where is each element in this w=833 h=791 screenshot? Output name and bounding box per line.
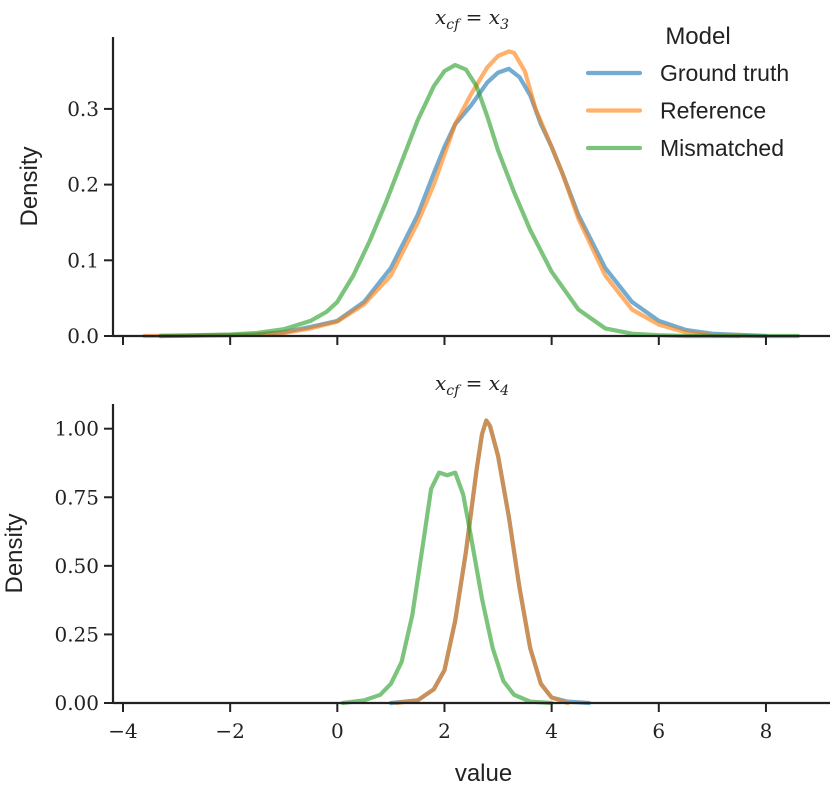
series-line-reference — [394, 418, 570, 706]
y-tick-label: 0.50 — [54, 554, 99, 578]
series-line-reference — [142, 49, 742, 339]
legend-label: Reference — [660, 98, 766, 124]
x-tick-label: −4 — [108, 719, 137, 743]
legend-title: Model — [665, 23, 730, 50]
x-tick-label: 4 — [545, 719, 558, 743]
y-tick-label: 0.3 — [67, 97, 99, 121]
x-tick-label: −2 — [215, 719, 244, 743]
panel-bottom: −4 −2 0 2 4 6 8 0.00 0.25 0.50 0.75 1.00 Density valu… — [1, 371, 830, 787]
legend-label: Ground truth — [660, 60, 789, 86]
legend-label: Mismatched — [660, 135, 784, 161]
x-axis-label: value — [455, 760, 512, 787]
series-line-mismatched — [158, 62, 801, 339]
y-tick-label: 0.1 — [67, 248, 99, 272]
y-tick-label: 0.75 — [54, 485, 99, 509]
panel-title: xcf = x3 — [435, 5, 509, 33]
x-tick-label: 0 — [331, 719, 344, 743]
y-tick-label: 0.25 — [54, 622, 99, 646]
y-tick-label: 0.2 — [67, 173, 99, 197]
series-line-mismatched — [340, 470, 554, 706]
y-axis-label: Density — [1, 513, 28, 593]
panel-title: xcf = x4 — [435, 371, 509, 399]
x-tick-label: 6 — [652, 719, 665, 743]
panel-top: 0.0 0.1 0.2 0.3 Density xcf = x3 — [16, 5, 830, 348]
y-tick-label: 1.00 — [54, 417, 99, 441]
y-tick-label: 0.00 — [54, 691, 99, 715]
y-axis-label: Density — [16, 146, 43, 226]
legend: Model Ground truth Reference Mismatched — [585, 23, 789, 161]
y-tick-label: 0.0 — [67, 324, 99, 348]
x-tick-label: 2 — [438, 719, 451, 743]
x-tick-label: 8 — [760, 719, 773, 743]
